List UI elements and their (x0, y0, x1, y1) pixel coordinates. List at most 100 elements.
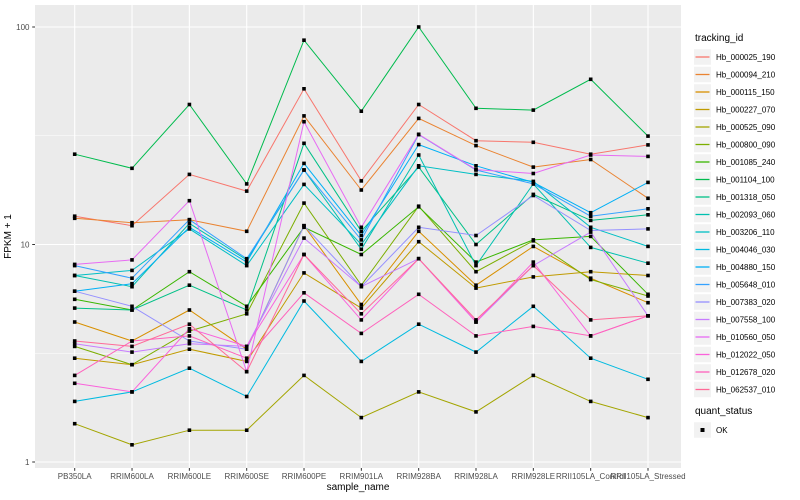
data-point (302, 236, 306, 240)
data-point (646, 180, 650, 185)
data-point (531, 373, 536, 378)
data-point (72, 152, 77, 156)
data-point (588, 230, 593, 234)
y-tick-label: 1 (25, 458, 30, 467)
data-point (244, 428, 249, 432)
data-point (588, 210, 593, 215)
data-point (474, 263, 478, 268)
data-point (72, 341, 77, 346)
data-point (130, 344, 134, 349)
data-point (474, 138, 478, 143)
data-point (588, 153, 593, 157)
data-point (244, 344, 249, 349)
data-point (646, 415, 650, 420)
x-tick-label: RRIM600PE (282, 472, 326, 481)
data-point (416, 292, 421, 297)
data-point (187, 283, 192, 287)
data-point (531, 140, 536, 145)
data-point (416, 229, 421, 234)
data-point (588, 218, 593, 223)
data-point (646, 196, 650, 201)
data-point (416, 153, 421, 157)
data-point (359, 247, 364, 252)
legend-title-quant-status: quant_status (695, 406, 752, 417)
data-point (130, 390, 134, 394)
data-point (531, 275, 536, 279)
data-point (302, 252, 306, 257)
legend-entry-label: OK (716, 426, 728, 435)
data-point (474, 318, 478, 322)
data-point (244, 394, 249, 399)
data-point (244, 260, 249, 264)
data-point (302, 271, 306, 275)
data-point (244, 312, 249, 316)
data-point (416, 25, 421, 29)
data-point (302, 373, 306, 378)
data-point (130, 258, 134, 262)
data-point (588, 277, 593, 282)
data-point (531, 165, 536, 169)
data-point (187, 225, 192, 230)
x-tick-label: PB350LA (58, 472, 92, 481)
legend-title-tracking-id: tracking_id (695, 33, 743, 44)
data-point (72, 399, 77, 404)
data-point (531, 108, 536, 112)
data-point (474, 106, 478, 111)
legend-entry-label: Hb_012678_020 (716, 368, 776, 377)
data-point (302, 299, 306, 303)
data-point (187, 102, 192, 107)
data-point (588, 356, 593, 360)
legend-entry-label: Hb_007383_020 (716, 298, 776, 307)
data-point (72, 421, 77, 426)
data-point (588, 399, 593, 404)
legend-entry-label: Hb_000227_070 (716, 106, 776, 115)
data-point (244, 263, 249, 268)
legend-entry-label: Hb_000115_150 (716, 88, 775, 97)
data-point (359, 229, 364, 234)
legend-entry-label: Hb_004046_030 (716, 246, 776, 255)
data-point (474, 143, 478, 148)
data-point (72, 262, 77, 267)
data-point (646, 377, 650, 382)
data-point (187, 366, 192, 370)
data-point (646, 213, 650, 217)
data-point (302, 201, 306, 205)
data-point (588, 225, 593, 230)
data-point (187, 339, 192, 343)
data-point (588, 334, 593, 338)
x-tick-label: RRIM928BA (396, 472, 441, 481)
data-point (72, 381, 77, 386)
data-point (359, 306, 364, 310)
data-point (416, 164, 421, 168)
data-point (588, 214, 593, 218)
data-point (244, 308, 249, 312)
legend-entry-label: Hb_001318_050 (716, 193, 776, 202)
data-point (646, 244, 650, 249)
data-point (588, 157, 593, 162)
data-point (130, 308, 134, 312)
data-point (302, 223, 306, 228)
data-point (302, 114, 306, 118)
legend-entry-label: Hb_000525_090 (716, 123, 776, 132)
data-point (531, 263, 536, 268)
data-point (72, 273, 77, 278)
data-point (531, 304, 536, 309)
data-point (72, 306, 77, 310)
data-point (244, 369, 249, 374)
x-axis-title: sample_name (327, 482, 390, 493)
data-point (187, 221, 192, 226)
data-point (474, 269, 478, 274)
data-point (474, 260, 478, 264)
data-point (416, 102, 421, 107)
legend-entry-label: Hb_005648_010 (716, 281, 776, 290)
data-point (187, 172, 192, 177)
data-point (130, 443, 134, 447)
y-tick-label: 10 (21, 241, 30, 250)
data-point (244, 256, 249, 261)
data-point (359, 284, 364, 289)
data-point (72, 373, 77, 378)
data-point (474, 172, 478, 177)
data-point (72, 356, 77, 360)
data-point (187, 198, 192, 203)
data-point (302, 141, 306, 146)
